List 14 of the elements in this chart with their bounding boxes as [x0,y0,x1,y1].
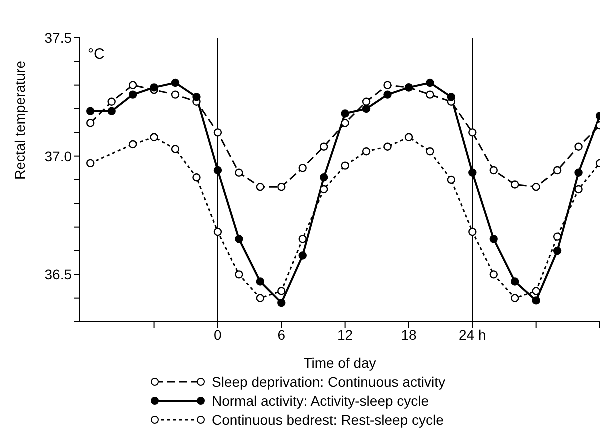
annotation: °C [88,46,105,63]
x-tick-label: 18 [401,326,417,343]
legend-label: Normal activity: Activity-sleep cycle [212,392,430,408]
legend-label: Sleep deprivation: Continuous activity [212,374,446,390]
legend-label: Continuous bedrest: Rest-sleep cycle [212,412,444,428]
y-tick-label: 37.5 [44,30,72,46]
y-axis-title: Rectal temperature [12,60,28,180]
x-tick-label: 12 [338,326,354,343]
x-tick-label: 6 [278,326,286,343]
x-tick-label: 0 [214,326,222,343]
y-tick-label: 37.0 [44,148,72,164]
x-tick-label: 24 h [459,326,486,343]
y-tick-label: 36.5 [44,266,72,283]
x-axis-title: Time of day [304,355,376,371]
